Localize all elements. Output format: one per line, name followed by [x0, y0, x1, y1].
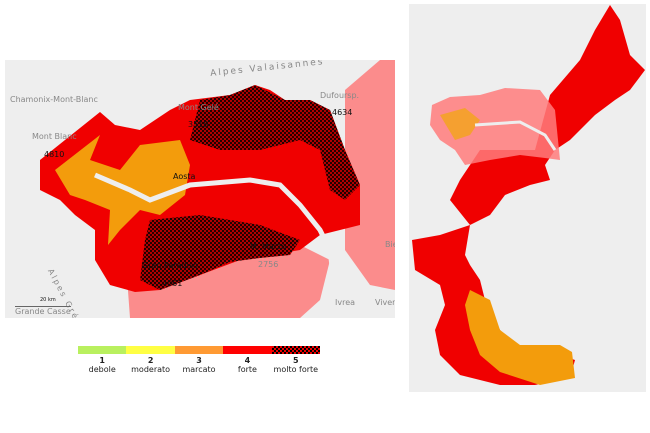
danger-map-left — [40, 60, 395, 318]
legend-swatch-5 — [271, 346, 321, 354]
label-biella: Bie — [385, 240, 395, 249]
label-4634: 4634 — [332, 108, 353, 117]
map-piemonte[interactable] — [409, 4, 646, 392]
label-marzo: M. Marzo — [250, 242, 287, 251]
valley — [474, 120, 557, 151]
legend-item-5: 5 molto forte — [273, 356, 319, 374]
label-2756: 2756 — [258, 260, 279, 269]
legend-swatch-4 — [223, 346, 272, 354]
label-gran-paradiso: Gran Paradiso — [142, 261, 198, 270]
region-molto-forte-ne — [190, 85, 360, 200]
label-ivrea: Ivrea — [335, 298, 356, 307]
label-grande-casse: Grande Casse — [15, 306, 71, 316]
neighbor-region-east — [345, 60, 395, 290]
valley — [94, 172, 338, 291]
legend-item-3: 3 marcato — [182, 356, 216, 374]
region-marcato-south — [465, 290, 575, 385]
label-3518: 3518 — [188, 120, 209, 129]
danger-legend: 1 debole 2 moderato 3 marcato 4 forte 5 molto… — [78, 346, 321, 374]
label-chamonix: Chamonix-Mont-Blanc — [10, 95, 98, 104]
label-4061: 4061 — [162, 279, 183, 288]
label-aosta: Aosta — [173, 172, 196, 181]
label-viverone: Viver — [375, 298, 395, 307]
legend-swatch-1 — [78, 346, 127, 354]
region-molto-forte-s — [140, 215, 300, 290]
scale-bar: 20 km — [40, 297, 56, 303]
map-valle-daosta[interactable]: Alpes Valaisannes Chamonix-Mont-Blanc Mo… — [5, 60, 395, 318]
legend-swatch-2 — [126, 346, 175, 354]
region-forte — [412, 5, 645, 385]
legend-item-2: 2 moderato — [131, 356, 171, 374]
region-marcato — [55, 135, 190, 245]
label-mont-blanc: Mont Blanc — [32, 132, 77, 141]
label-4810: 4810 — [44, 150, 65, 159]
label-dufoursp: Dufoursp. — [320, 91, 360, 100]
legend-swatch-3 — [174, 346, 224, 354]
neighbor-region-aosta — [430, 88, 560, 165]
label-mont-gele: Mont Gelé — [178, 103, 219, 112]
legend-item-1: 1 debole — [88, 356, 116, 374]
danger-map-right — [412, 5, 645, 385]
legend-item-4: 4 forte — [237, 356, 257, 374]
region-marcato-aosta — [440, 108, 480, 140]
